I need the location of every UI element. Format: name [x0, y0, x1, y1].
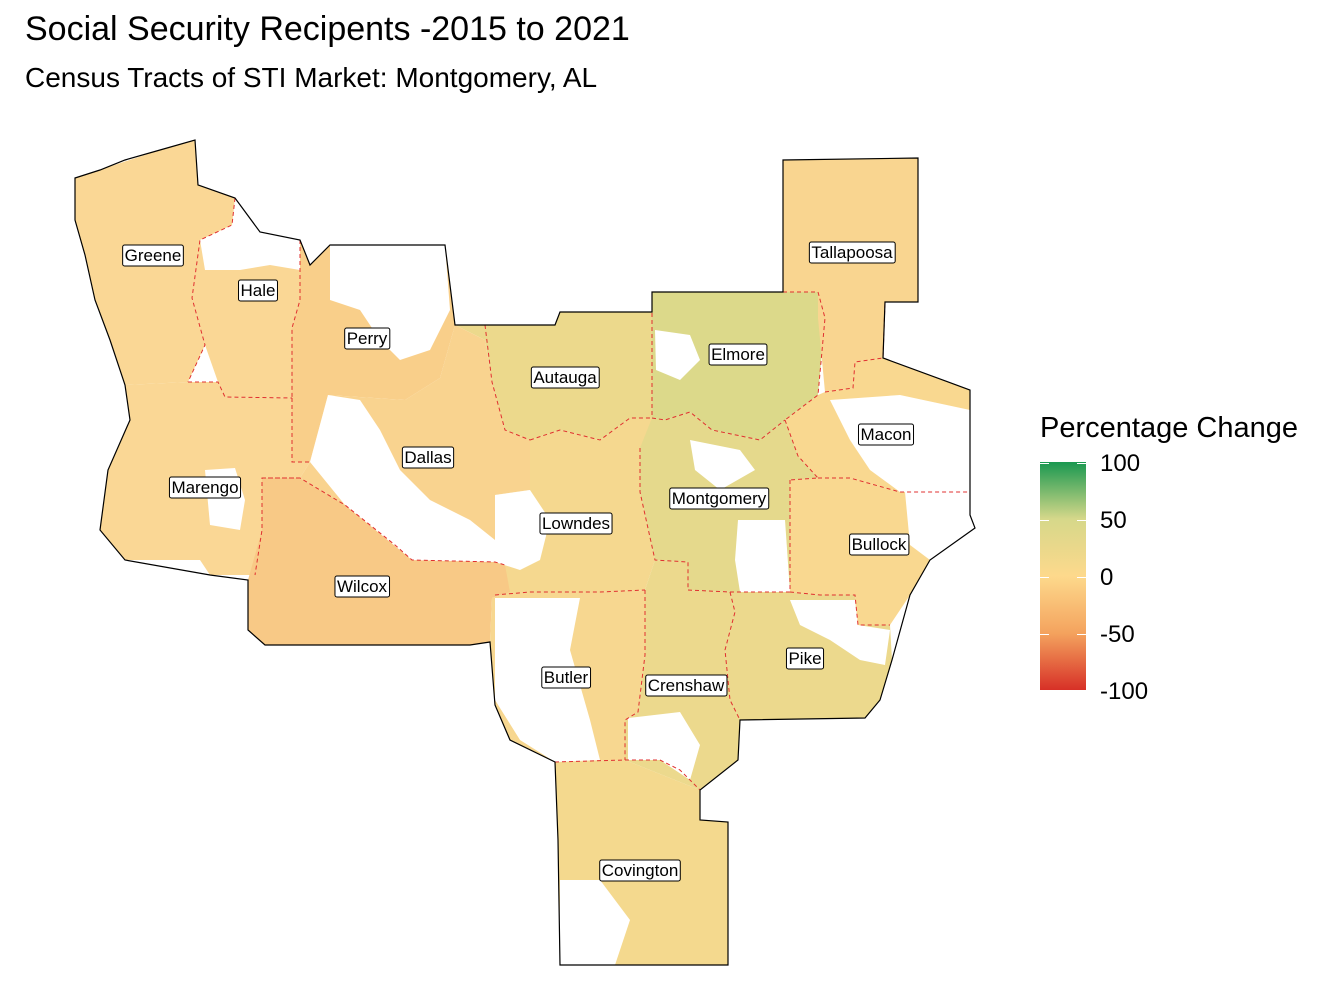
- county-label-box: [530, 366, 600, 389]
- county-label-box: [238, 279, 278, 302]
- border-covington-north: [554, 759, 701, 791]
- county-label-bullock: Bullock: [849, 533, 910, 556]
- county-label-text: Macon: [860, 425, 911, 444]
- county-label-box: [539, 512, 613, 535]
- county-label-box: [785, 647, 825, 670]
- county-label-hale: Hale: [238, 279, 278, 302]
- border-marengo-dallas: [291, 398, 310, 463]
- legend-tick-label: 50: [1100, 507, 1127, 534]
- legend-tick-label: 100: [1100, 450, 1141, 477]
- county-label-text: Greene: [125, 246, 182, 265]
- no-data-bullock: [905, 492, 975, 560]
- no-data-perry: [330, 245, 450, 360]
- county-label-text: Montgomery: [672, 489, 767, 508]
- county-label-box: [857, 423, 915, 446]
- county-label-text: Dallas: [404, 448, 451, 467]
- county-label-wilcox: Wilcox: [334, 575, 391, 598]
- county-label-text: Covington: [602, 861, 679, 880]
- border-crenshaw-pike: [724, 591, 741, 721]
- county-label-box: [849, 533, 910, 556]
- county-label-marengo: Marengo: [168, 476, 242, 499]
- county-label-box: [808, 241, 896, 264]
- county-label-box: [122, 244, 184, 267]
- no-data-dallas: [310, 395, 495, 562]
- county-label-text: Bullock: [852, 535, 907, 554]
- county-label-montgomery: Montgomery: [669, 487, 770, 510]
- county-label-text: Butler: [544, 668, 589, 687]
- county-label-box: [401, 446, 455, 469]
- county-label-box: [344, 327, 391, 350]
- county-label-autauga: Autauga: [530, 366, 600, 389]
- county-label-text: Autauga: [533, 368, 597, 387]
- border-lowndes-montgomery: [639, 448, 689, 590]
- no-data-montgomery: [690, 440, 755, 490]
- border-macon-bullock: [818, 477, 970, 493]
- border-perry-autauga: [484, 324, 531, 441]
- county-label-covington: Covington: [599, 859, 681, 882]
- county-label-tallapoosa: Tallapoosa: [808, 241, 896, 264]
- county-label-box: [334, 575, 391, 598]
- county-label-box: [708, 343, 768, 366]
- border-autauga-lowndes: [529, 417, 652, 441]
- no-data-lowndes: [495, 490, 550, 570]
- county-label-text: Tallapoosa: [811, 243, 893, 262]
- county-label-box: [168, 476, 242, 499]
- county-label-greene: Greene: [122, 244, 184, 267]
- county-label-macon: Macon: [857, 423, 915, 446]
- no-data-crenshaw: [628, 712, 700, 780]
- county-elmore: [652, 292, 825, 440]
- county-label-lowndes: Lowndes: [539, 512, 613, 535]
- county-label-text: Lowndes: [542, 514, 610, 533]
- county-labels: Greene Hale Perry Autauga Elmore Tallapoosa Ma…: [122, 241, 915, 882]
- county-label-box: [645, 674, 728, 697]
- county-wilcox: [248, 478, 510, 645]
- county-label-text: Elmore: [711, 345, 765, 364]
- county-label-perry: Perry: [344, 327, 391, 350]
- legend-title: Percentage Change: [1040, 412, 1298, 444]
- market-outline: [74, 139, 976, 966]
- no-data-covington: [560, 880, 630, 965]
- no-data-pike: [790, 600, 890, 665]
- border-butler-crenshaw: [624, 590, 646, 760]
- no-data-montgomery-south: [735, 520, 790, 592]
- border-lowndes-butler: [494, 589, 646, 596]
- county-tallapoosa: [783, 158, 918, 392]
- county-label-butler: Butler: [541, 666, 592, 689]
- county-label-text: Crenshaw: [648, 676, 725, 695]
- county-label-box: [541, 666, 592, 689]
- county-label-text: Marengo: [171, 478, 238, 497]
- map-title: Social Security Recipents -2015 to 2021: [25, 10, 630, 48]
- border-elmore-tallapoosa: [783, 291, 826, 421]
- county-label-text: Pike: [788, 649, 821, 668]
- county-label-crenshaw: Crenshaw: [645, 674, 728, 697]
- county-label-text: Wilcox: [337, 577, 388, 596]
- no-data-hale: [200, 222, 300, 270]
- county-label-text: Perry: [347, 329, 388, 348]
- border-elmore-montgomery: [651, 411, 786, 441]
- legend-tick-label: -50: [1100, 621, 1135, 648]
- border-montgomery-bullock: [789, 480, 890, 626]
- border-hale-marengo: [188, 381, 293, 399]
- county-label-dallas: Dallas: [401, 446, 455, 469]
- border-marengo-wilcox: [254, 477, 300, 576]
- legend-tick-label: 0: [1100, 564, 1114, 591]
- border-montgomery-crenshaw: [687, 589, 790, 593]
- border-greene-hale: [187, 197, 236, 383]
- county-label-text: Hale: [241, 281, 276, 300]
- legend-tick-label: -100: [1100, 678, 1149, 705]
- border-wilcox-dallas: [262, 477, 506, 566]
- county-label-pike: Pike: [785, 647, 825, 670]
- map-subtitle: Census Tracts of STI Market: Montgomery,…: [25, 62, 598, 93]
- border-hale-perry: [291, 240, 301, 398]
- county-label-elmore: Elmore: [708, 343, 768, 366]
- county-label-box: [599, 859, 681, 882]
- county-label-box: [669, 487, 770, 510]
- no-data-autauga: [655, 330, 700, 380]
- legend-colorbar: [1040, 462, 1086, 690]
